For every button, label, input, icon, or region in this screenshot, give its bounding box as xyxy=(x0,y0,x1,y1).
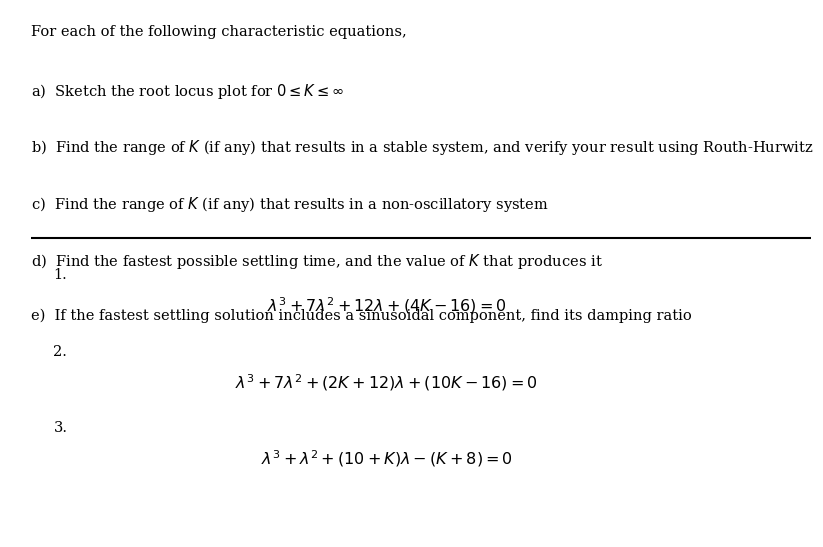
Text: 1.: 1. xyxy=(53,268,67,282)
Text: a)  Sketch the root locus plot for $0 \leq K \leq \infty$: a) Sketch the root locus plot for $0 \le… xyxy=(31,82,344,101)
Text: e)  If the fastest settling solution includes a sinusoidal component, find its d: e) If the fastest settling solution incl… xyxy=(31,309,692,323)
Text: For each of the following characteristic equations,: For each of the following characteristic… xyxy=(31,25,407,39)
Text: c)  Find the range of $K$ (if any) that results in a non-oscillatory system: c) Find the range of $K$ (if any) that r… xyxy=(31,195,549,214)
Text: 3.: 3. xyxy=(53,421,67,435)
Text: 2.: 2. xyxy=(53,345,67,359)
Text: $\lambda^3 + \lambda^2 + (10 + K)\lambda - (K + 8) = 0$: $\lambda^3 + \lambda^2 + (10 + K)\lambda… xyxy=(261,449,513,469)
Text: $\lambda^3 + 7\lambda^2 + (2K + 12)\lambda + (10K - 16) = 0$: $\lambda^3 + 7\lambda^2 + (2K + 12)\lamb… xyxy=(235,372,538,393)
Text: b)  Find the range of $K$ (if any) that results in a stable system, and verify y: b) Find the range of $K$ (if any) that r… xyxy=(31,138,814,158)
Text: d)  Find the fastest possible settling time, and the value of $K$ that produces : d) Find the fastest possible settling ti… xyxy=(31,252,603,271)
Text: $\lambda^3 + 7\lambda^2 + 12\lambda + (4K - 16) = 0$: $\lambda^3 + 7\lambda^2 + 12\lambda + (4… xyxy=(267,295,507,316)
